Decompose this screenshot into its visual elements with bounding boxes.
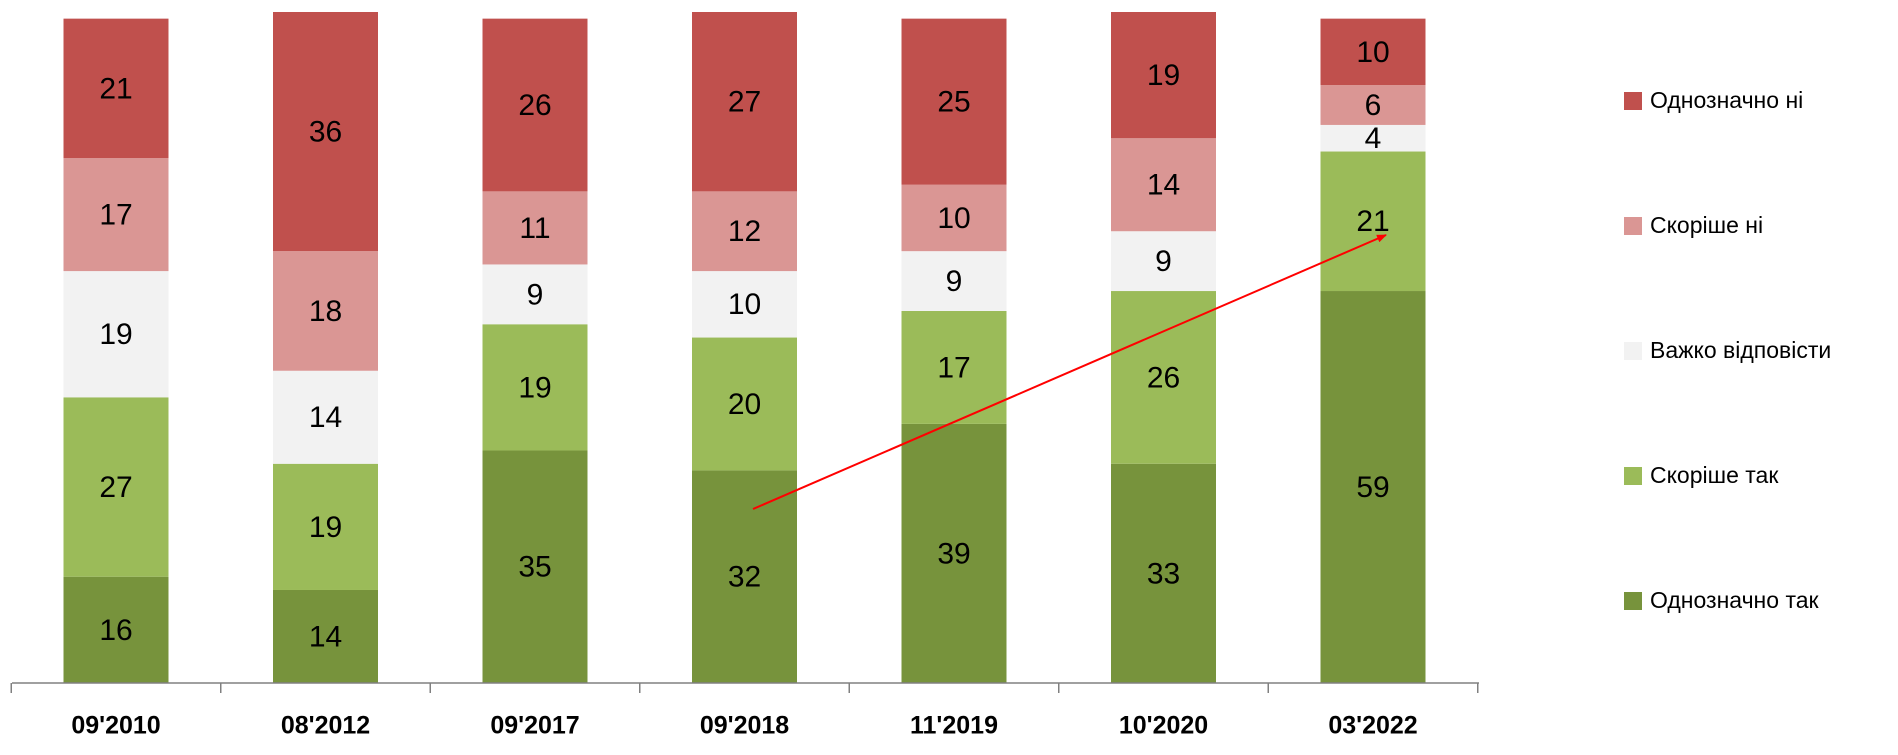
x-tick-label: 03'2022 [1328, 712, 1417, 740]
bar-segment [1320, 18, 1426, 86]
bar-segment [1111, 138, 1216, 232]
bar-segment [273, 589, 378, 683]
bar-segment [901, 251, 1007, 311]
bar-segment [482, 450, 588, 683]
value-label: 27 [99, 471, 132, 504]
value-label: 16 [99, 614, 132, 647]
legend-label: Однозначно так [1650, 587, 1820, 613]
bar-segment [1320, 151, 1426, 292]
legend-label: Важко відповісти [1650, 337, 1831, 363]
bar-segment [63, 158, 169, 272]
value-label: 19 [309, 511, 342, 544]
value-label: 25 [937, 86, 970, 119]
x-tick-label: 09'2018 [700, 712, 789, 740]
bar-segment [901, 184, 1007, 252]
bar-segment [482, 324, 588, 451]
value-label: 26 [518, 89, 551, 122]
x-tick-label: 09'2010 [71, 712, 160, 740]
bar-segment [482, 18, 588, 192]
value-label: 21 [1356, 205, 1389, 238]
legend-swatch [1624, 92, 1642, 110]
bar-segment [901, 423, 1007, 683]
x-tick-label: 09'2017 [490, 712, 579, 740]
value-label: 18 [309, 295, 342, 328]
trend-arrow [752, 234, 1387, 510]
legend-swatch [1624, 217, 1642, 235]
value-label: 9 [1155, 245, 1172, 278]
value-label: 10 [728, 288, 761, 321]
value-label: 35 [518, 551, 551, 584]
value-label: 19 [518, 371, 551, 404]
bar-segment [1111, 291, 1216, 464]
bar-segment [273, 251, 378, 371]
value-label: 27 [728, 86, 761, 119]
bar-segment [692, 12, 797, 192]
legend-swatch [1624, 342, 1642, 360]
value-label: 14 [1147, 169, 1180, 202]
bar-segment [692, 191, 797, 272]
legend-label: Скоріше ні [1650, 212, 1763, 238]
bar-segment [692, 470, 797, 683]
value-label: 14 [309, 620, 342, 653]
value-label: 20 [728, 388, 761, 421]
bar-segment [1111, 463, 1216, 683]
bar-segment [273, 463, 378, 590]
bar-segment [63, 271, 169, 398]
value-label: 17 [99, 199, 132, 232]
bar-segment [63, 18, 169, 159]
value-label: 39 [937, 537, 970, 570]
bar-segment [273, 12, 378, 252]
value-label: 10 [1356, 36, 1389, 69]
value-label: 21 [99, 72, 132, 105]
x-tick-label: 08'2012 [281, 712, 370, 740]
value-label: 11 [519, 212, 550, 245]
legend-label: Однозначно ні [1650, 87, 1803, 113]
legend-swatch [1624, 592, 1642, 610]
bar-segment [1320, 124, 1426, 152]
x-tick-label: 10'2020 [1119, 712, 1208, 740]
bar-segment [63, 576, 169, 683]
bar-segment [692, 337, 797, 471]
value-label: 36 [309, 116, 342, 149]
value-label: 19 [99, 318, 132, 351]
value-label: 32 [728, 561, 761, 594]
value-label: 19 [1147, 59, 1180, 92]
bar-segment [63, 397, 169, 577]
bar-segment [273, 370, 378, 464]
legend-swatch [1624, 467, 1642, 485]
value-label: 4 [1365, 122, 1382, 155]
legend-label: Скоріше так [1650, 462, 1779, 488]
bar-segment [901, 310, 1007, 424]
value-label: 9 [527, 278, 544, 311]
value-label: 26 [1147, 361, 1180, 394]
bar-segment [692, 271, 797, 338]
value-label: 9 [946, 265, 963, 298]
x-tick-label: 11'2019 [910, 712, 998, 740]
bar-segment [482, 264, 588, 325]
value-label: 10 [937, 202, 970, 235]
bar-segment [1111, 12, 1216, 139]
bar-segment [901, 18, 1007, 185]
bar-segment [1320, 291, 1426, 683]
value-label: 14 [309, 401, 342, 434]
bar-segment [1111, 231, 1216, 292]
value-label: 6 [1365, 89, 1382, 122]
value-label: 12 [728, 215, 761, 248]
bar-segment [1320, 85, 1426, 125]
value-label: 33 [1147, 557, 1180, 590]
bar-segment [482, 191, 588, 265]
value-label: 59 [1356, 471, 1389, 504]
value-label: 17 [937, 351, 970, 384]
